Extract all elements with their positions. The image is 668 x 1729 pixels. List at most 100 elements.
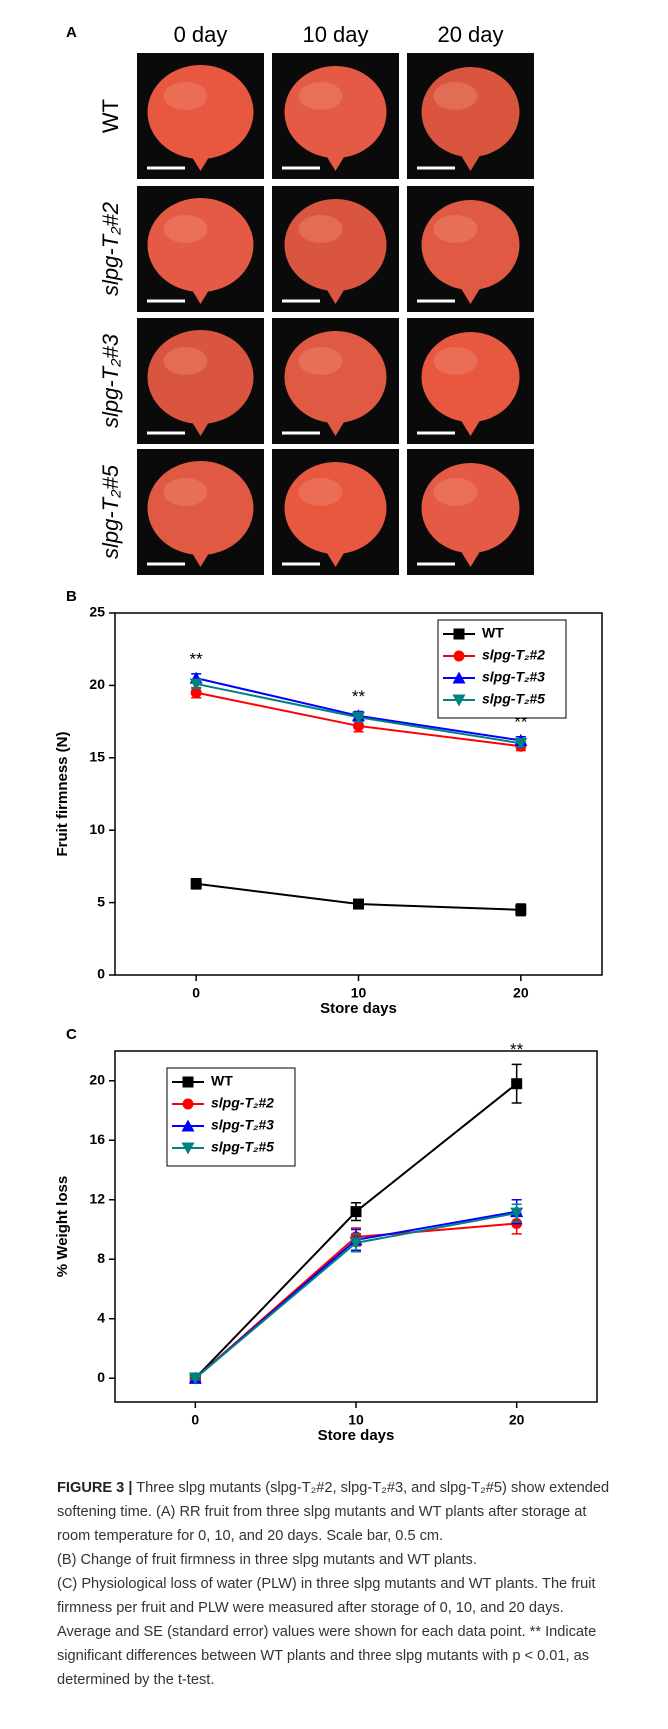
- highlight: [433, 478, 478, 506]
- y-tick-label: 16: [89, 1131, 105, 1147]
- marker: [190, 878, 202, 890]
- fruit-tip: [456, 544, 485, 567]
- highlight: [298, 82, 343, 110]
- legend-label: slpg-T₂#5: [211, 1139, 274, 1155]
- fruit-tip: [186, 413, 215, 436]
- caption-paragraph: (C) Physiological loss of water (PLW) in…: [57, 1576, 597, 1688]
- highlight: [163, 347, 208, 375]
- fruit-tip: [456, 281, 485, 304]
- marker: [353, 898, 364, 910]
- legend-label: slpg-T₂#2: [211, 1095, 274, 1111]
- fruit: [147, 198, 254, 292]
- fruit-tip: [456, 413, 485, 436]
- legend-marker: [452, 694, 466, 707]
- fruit: [284, 331, 387, 423]
- panel-label: B: [66, 588, 77, 605]
- caption-label: FIGURE 3 |: [57, 1480, 133, 1496]
- fruit: [284, 199, 387, 291]
- fruit-tip: [321, 281, 350, 304]
- fruit: [147, 65, 254, 159]
- caption-paragraph: Three slpg mutants (slpg-T₂#2, slpg-T₂#3…: [57, 1480, 610, 1544]
- panel-label: C: [66, 1026, 77, 1043]
- y-tick-label: 20: [89, 676, 105, 692]
- legend-marker: [181, 1142, 195, 1155]
- marker: [514, 737, 528, 750]
- fruit: [147, 461, 254, 555]
- fruit-tip: [186, 148, 215, 171]
- row-label: slpg-T₂#2: [98, 202, 123, 296]
- fruit-tip: [321, 148, 350, 171]
- highlight: [163, 82, 208, 110]
- y-tick-label: 8: [97, 1250, 105, 1266]
- x-tick-label: 0: [192, 985, 200, 1001]
- highlight: [433, 82, 478, 110]
- caption-paragraph: (B) Change of fruit firmness in three sl…: [57, 1552, 477, 1568]
- caption: FIGURE 3 | Three slpg mutants (slpg-T₂#2…: [57, 1476, 617, 1692]
- y-tick-label: 0: [97, 1369, 105, 1385]
- marker: [350, 1206, 362, 1218]
- highlight: [163, 215, 208, 243]
- row-label: slpg-T₂#3: [98, 333, 123, 428]
- figure: A 0 day 10 day 20 day WT slpg-T₂#2 slpg-T₂#3 sl…: [54, 22, 603, 1444]
- y-tick-label: 20: [89, 1071, 105, 1087]
- x-tick-label: 20: [509, 1412, 525, 1428]
- legend-marker: [182, 1098, 194, 1110]
- y-tick-label: 5: [97, 893, 105, 909]
- legend-marker: [453, 650, 465, 662]
- fruit: [147, 330, 254, 424]
- marker: [353, 720, 364, 732]
- marker: [352, 711, 365, 724]
- y-tick-label: 4: [97, 1309, 105, 1325]
- highlight: [298, 215, 343, 243]
- highlight: [433, 347, 478, 375]
- significance-mark: **: [352, 687, 366, 706]
- marker: [349, 1237, 363, 1250]
- legend-label: slpg-T₂#5: [482, 691, 545, 707]
- y-tick-label: 15: [89, 749, 105, 765]
- y-tick-label: 25: [89, 604, 105, 620]
- highlight: [298, 478, 343, 506]
- marker: [190, 687, 202, 699]
- legend-marker: [182, 1076, 194, 1088]
- fruit: [421, 67, 520, 157]
- y-axis-label: % Weight loss: [54, 1176, 71, 1277]
- marker: [189, 678, 203, 691]
- x-tick-label: 10: [348, 1412, 364, 1428]
- legend-label: slpg-T₂#2: [482, 647, 545, 663]
- legend-label: slpg-T₂#3: [211, 1117, 274, 1133]
- fruit: [284, 66, 387, 158]
- significance-mark: **: [510, 1040, 524, 1059]
- marker: [515, 904, 527, 916]
- y-tick-label: 12: [89, 1190, 105, 1206]
- highlight: [433, 215, 478, 243]
- row-label: slpg-T₂#5: [98, 464, 123, 559]
- column-label: 20 day: [437, 22, 503, 47]
- fruit-tip: [186, 544, 215, 567]
- x-tick-label: 20: [513, 985, 529, 1001]
- fruit-tip: [186, 281, 215, 304]
- column-label: 10 day: [302, 22, 368, 47]
- x-tick-label: 10: [351, 985, 367, 1001]
- legend-marker: [453, 628, 465, 640]
- legend-label: slpg-T₂#3: [482, 669, 545, 685]
- x-axis-label: Store days: [320, 1000, 397, 1017]
- y-tick-label: 0: [97, 966, 105, 982]
- legend-label: WT: [482, 625, 504, 641]
- fruit: [421, 463, 520, 553]
- significance-mark: **: [190, 649, 204, 668]
- y-axis-label: Fruit firmness (N): [54, 731, 71, 856]
- fruit-tip: [321, 413, 350, 436]
- row-label: WT: [98, 99, 123, 133]
- x-axis-label: Store days: [318, 1427, 395, 1444]
- legend-label: WT: [211, 1073, 233, 1089]
- fruit: [284, 462, 387, 554]
- highlight: [298, 347, 343, 375]
- fruit: [421, 332, 520, 422]
- legend-marker: [452, 671, 466, 684]
- highlight: [163, 478, 208, 506]
- fruit: [421, 200, 520, 290]
- fruit-tip: [456, 148, 485, 171]
- legend-marker: [181, 1119, 195, 1132]
- x-tick-label: 0: [191, 1412, 199, 1428]
